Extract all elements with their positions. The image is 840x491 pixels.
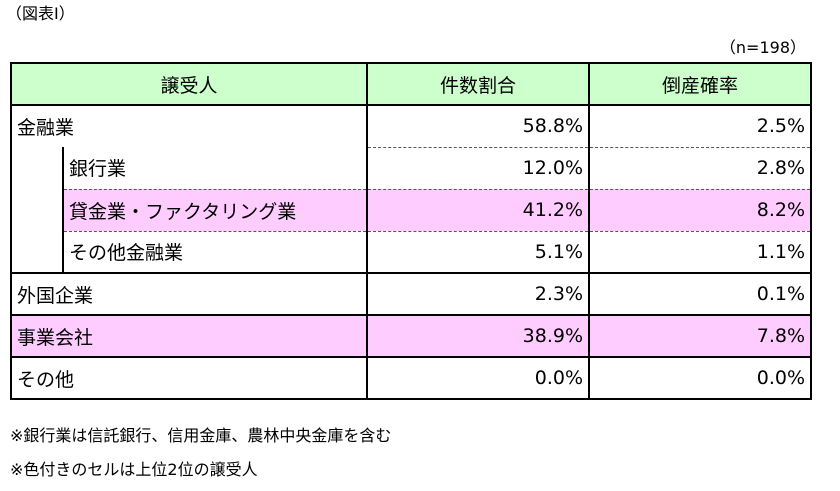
sample-size-label: （n=198） [719, 38, 806, 57]
footnote-banks: ※銀行業は信託銀行、信用金庫、農林中央金庫を含む [10, 426, 392, 445]
table-row: 事業会社 38.9% 7.8% [9, 315, 813, 358]
bankruptcy-rate-cell: 7.8% [588, 315, 813, 358]
row-label: 金融業 [9, 105, 368, 147]
row-label: その他金融業 [61, 231, 368, 274]
row-label: 事業会社 [9, 315, 368, 358]
count-share-cell: 38.9% [366, 315, 591, 358]
table-row: その他金融業 5.1% 1.1% [10, 231, 813, 274]
table-row: 貸金業・ファクタリング業 41.2% 8.2% [10, 189, 813, 232]
header-count-share: 件数割合 [366, 62, 591, 106]
count-share-cell: 0.0% [366, 357, 591, 400]
bankruptcy-rate-cell: 8.2% [588, 189, 813, 232]
bankruptcy-rate-cell: 0.0% [588, 357, 813, 400]
bankruptcy-rate-cell: 1.1% [588, 231, 813, 274]
indent-spacer [10, 189, 63, 231]
bankruptcy-rate-cell: 0.1% [588, 273, 813, 316]
table-row: その他 0.0% 0.0% [9, 357, 813, 400]
row-label: その他 [9, 357, 368, 400]
count-share-cell: 12.0% [366, 147, 591, 190]
header-row: 譲受人 件数割合 倒産確率 [9, 62, 813, 106]
bankruptcy-rate-cell: 2.8% [588, 147, 813, 190]
count-share-cell: 5.1% [366, 231, 591, 274]
footnote-highlight: ※色付きのセルは上位2位の譲受人 [10, 460, 258, 479]
row-label: 銀行業 [61, 147, 368, 190]
table-row: 銀行業 12.0% 2.8% [10, 147, 813, 190]
count-share-cell: 2.3% [366, 273, 591, 316]
indent-spacer [10, 147, 63, 189]
row-label: 外国企業 [9, 273, 368, 316]
figure-label: （図表I） [6, 4, 75, 23]
count-share-cell: 58.8% [366, 105, 591, 148]
assignee-table: 譲受人 件数割合 倒産確率 金融業 58.8% 2.5% 銀行業 12.0% 2… [9, 62, 813, 400]
header-assignee: 譲受人 [9, 62, 369, 106]
table-row: 外国企業 2.3% 0.1% [9, 273, 813, 316]
count-share-cell: 41.2% [366, 189, 591, 232]
row-label: 貸金業・ファクタリング業 [61, 189, 368, 232]
indent-spacer [10, 231, 63, 274]
table-row: 金融業 58.8% 2.5% [9, 105, 813, 148]
bankruptcy-rate-cell: 2.5% [588, 105, 813, 148]
header-bankruptcy-rate: 倒産確率 [588, 62, 813, 106]
